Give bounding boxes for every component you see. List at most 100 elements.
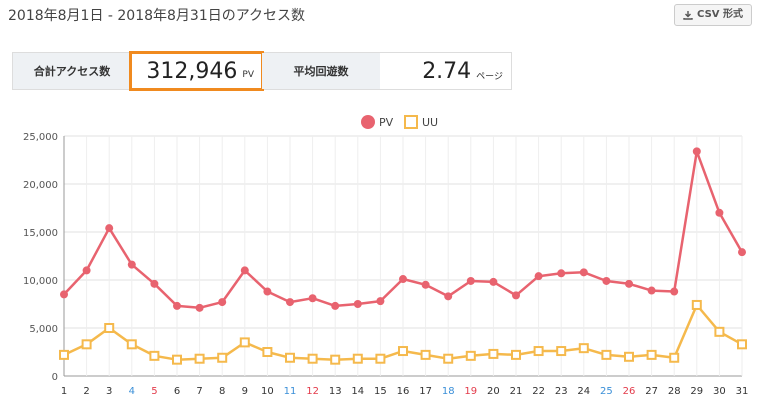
- x-tick-label: 21: [510, 386, 523, 397]
- uu-point: [285, 352, 295, 363]
- pv-point: [60, 290, 68, 299]
- y-tick-label: 15,000: [23, 228, 58, 239]
- x-tick-label: 20: [487, 386, 500, 397]
- x-tick-label: 9: [242, 386, 248, 397]
- pv-point: [557, 269, 566, 278]
- x-tick-label: 3: [106, 386, 112, 397]
- pv-point: [625, 279, 633, 288]
- total-access-value-box: 312,946 PV: [129, 51, 264, 91]
- x-tick-label: 6: [174, 386, 180, 397]
- pv-point: [421, 280, 430, 289]
- pv-point: [579, 268, 588, 277]
- x-tick-label: 2: [83, 386, 89, 397]
- uu-point: [691, 299, 702, 310]
- uu-point: [81, 339, 92, 350]
- uu-point: [104, 323, 115, 333]
- avg-pages-value-box: 2.74 ページ: [380, 53, 511, 89]
- pv-point: [512, 291, 520, 300]
- uu-point: [172, 354, 182, 365]
- total-access-value: 312,946: [146, 58, 238, 84]
- x-tick-label: 8: [219, 386, 225, 397]
- y-tick-label: 10,000: [23, 276, 58, 287]
- uu-point: [352, 353, 363, 364]
- uu-point: [714, 326, 725, 337]
- uu-point: [420, 349, 431, 360]
- x-tick-label: 31: [736, 386, 749, 397]
- pv-point: [308, 294, 317, 303]
- pv-point: [105, 224, 114, 233]
- uu-point: [59, 349, 69, 360]
- x-tick-label: 1: [61, 386, 67, 397]
- pv-point: [534, 272, 543, 281]
- uu-point: [443, 353, 454, 364]
- legend-pv-label: PV: [379, 116, 394, 129]
- x-tick-label: 4: [129, 386, 135, 397]
- pv-point: [489, 277, 498, 286]
- pv-point: [647, 286, 656, 295]
- avg-pages-unit: ページ: [476, 71, 503, 82]
- x-tick-label: 30: [713, 386, 726, 397]
- x-tick-label: 29: [690, 386, 703, 397]
- x-tick-label: 22: [532, 386, 545, 397]
- total-access-label: 合計アクセス数: [13, 53, 131, 89]
- pv-point: [353, 300, 362, 308]
- x-tick-label: 5: [151, 386, 157, 397]
- uu-point: [262, 347, 273, 357]
- pv-point: [218, 298, 227, 307]
- pv-point: [399, 275, 407, 284]
- legend-pv-marker: [361, 115, 375, 129]
- pv-point: [715, 208, 724, 217]
- pv-point: [127, 260, 136, 269]
- x-tick-label: 24: [577, 386, 590, 397]
- stats-bar: 合計アクセス数 312,946 PV 平均回遊数 2.74 ページ: [12, 51, 512, 91]
- x-tick-label: 23: [555, 386, 568, 397]
- csv-export-label: CSV 形式: [697, 9, 743, 20]
- uu-point: [511, 349, 521, 360]
- x-tick-label: 7: [196, 386, 202, 397]
- x-tick-label: 26: [623, 386, 636, 397]
- uu-point: [398, 346, 408, 357]
- uu-point: [669, 352, 680, 363]
- pv-point: [82, 266, 91, 275]
- pv-point: [331, 301, 340, 310]
- x-tick-label: 16: [397, 386, 410, 397]
- avg-pages-value: 2.74: [422, 58, 472, 84]
- pv-point: [195, 303, 204, 312]
- x-tick-label: 17: [419, 386, 432, 397]
- uu-point: [624, 351, 634, 362]
- uu-point: [556, 346, 567, 357]
- pv-point: [602, 276, 611, 285]
- x-tick-label: 10: [261, 386, 274, 397]
- uu-point: [126, 339, 137, 350]
- uu-point: [330, 354, 341, 365]
- legend-uu-label: UU: [422, 116, 438, 129]
- x-tick-label: 15: [374, 386, 387, 397]
- pv-point: [444, 292, 453, 301]
- pv-point: [670, 287, 679, 296]
- pv-point: [286, 298, 294, 307]
- uu-point: [465, 350, 476, 361]
- pv-point: [150, 279, 159, 288]
- x-tick-label: 28: [668, 386, 681, 397]
- csv-export-button[interactable]: CSV 形式: [674, 4, 752, 26]
- uu-point: [375, 353, 386, 364]
- pv-point: [466, 276, 475, 285]
- pv-point: [240, 266, 249, 275]
- uu-point: [601, 349, 612, 360]
- total-access-unit: PV: [242, 70, 254, 80]
- avg-pages-label: 平均回遊数: [262, 53, 380, 89]
- pv-point: [376, 297, 385, 306]
- legend-uu-marker: [404, 115, 418, 129]
- uu-point: [737, 339, 747, 350]
- x-tick-label: 18: [442, 386, 455, 397]
- x-tick-label: 13: [329, 386, 342, 397]
- x-tick-label: 11: [284, 386, 297, 397]
- uu-point: [194, 353, 205, 364]
- uu-point: [533, 346, 544, 357]
- pv-point: [173, 301, 181, 310]
- y-tick-label: 25,000: [23, 132, 58, 143]
- uu-point: [578, 343, 589, 354]
- x-tick-label: 25: [600, 386, 613, 397]
- uu-point: [307, 353, 318, 364]
